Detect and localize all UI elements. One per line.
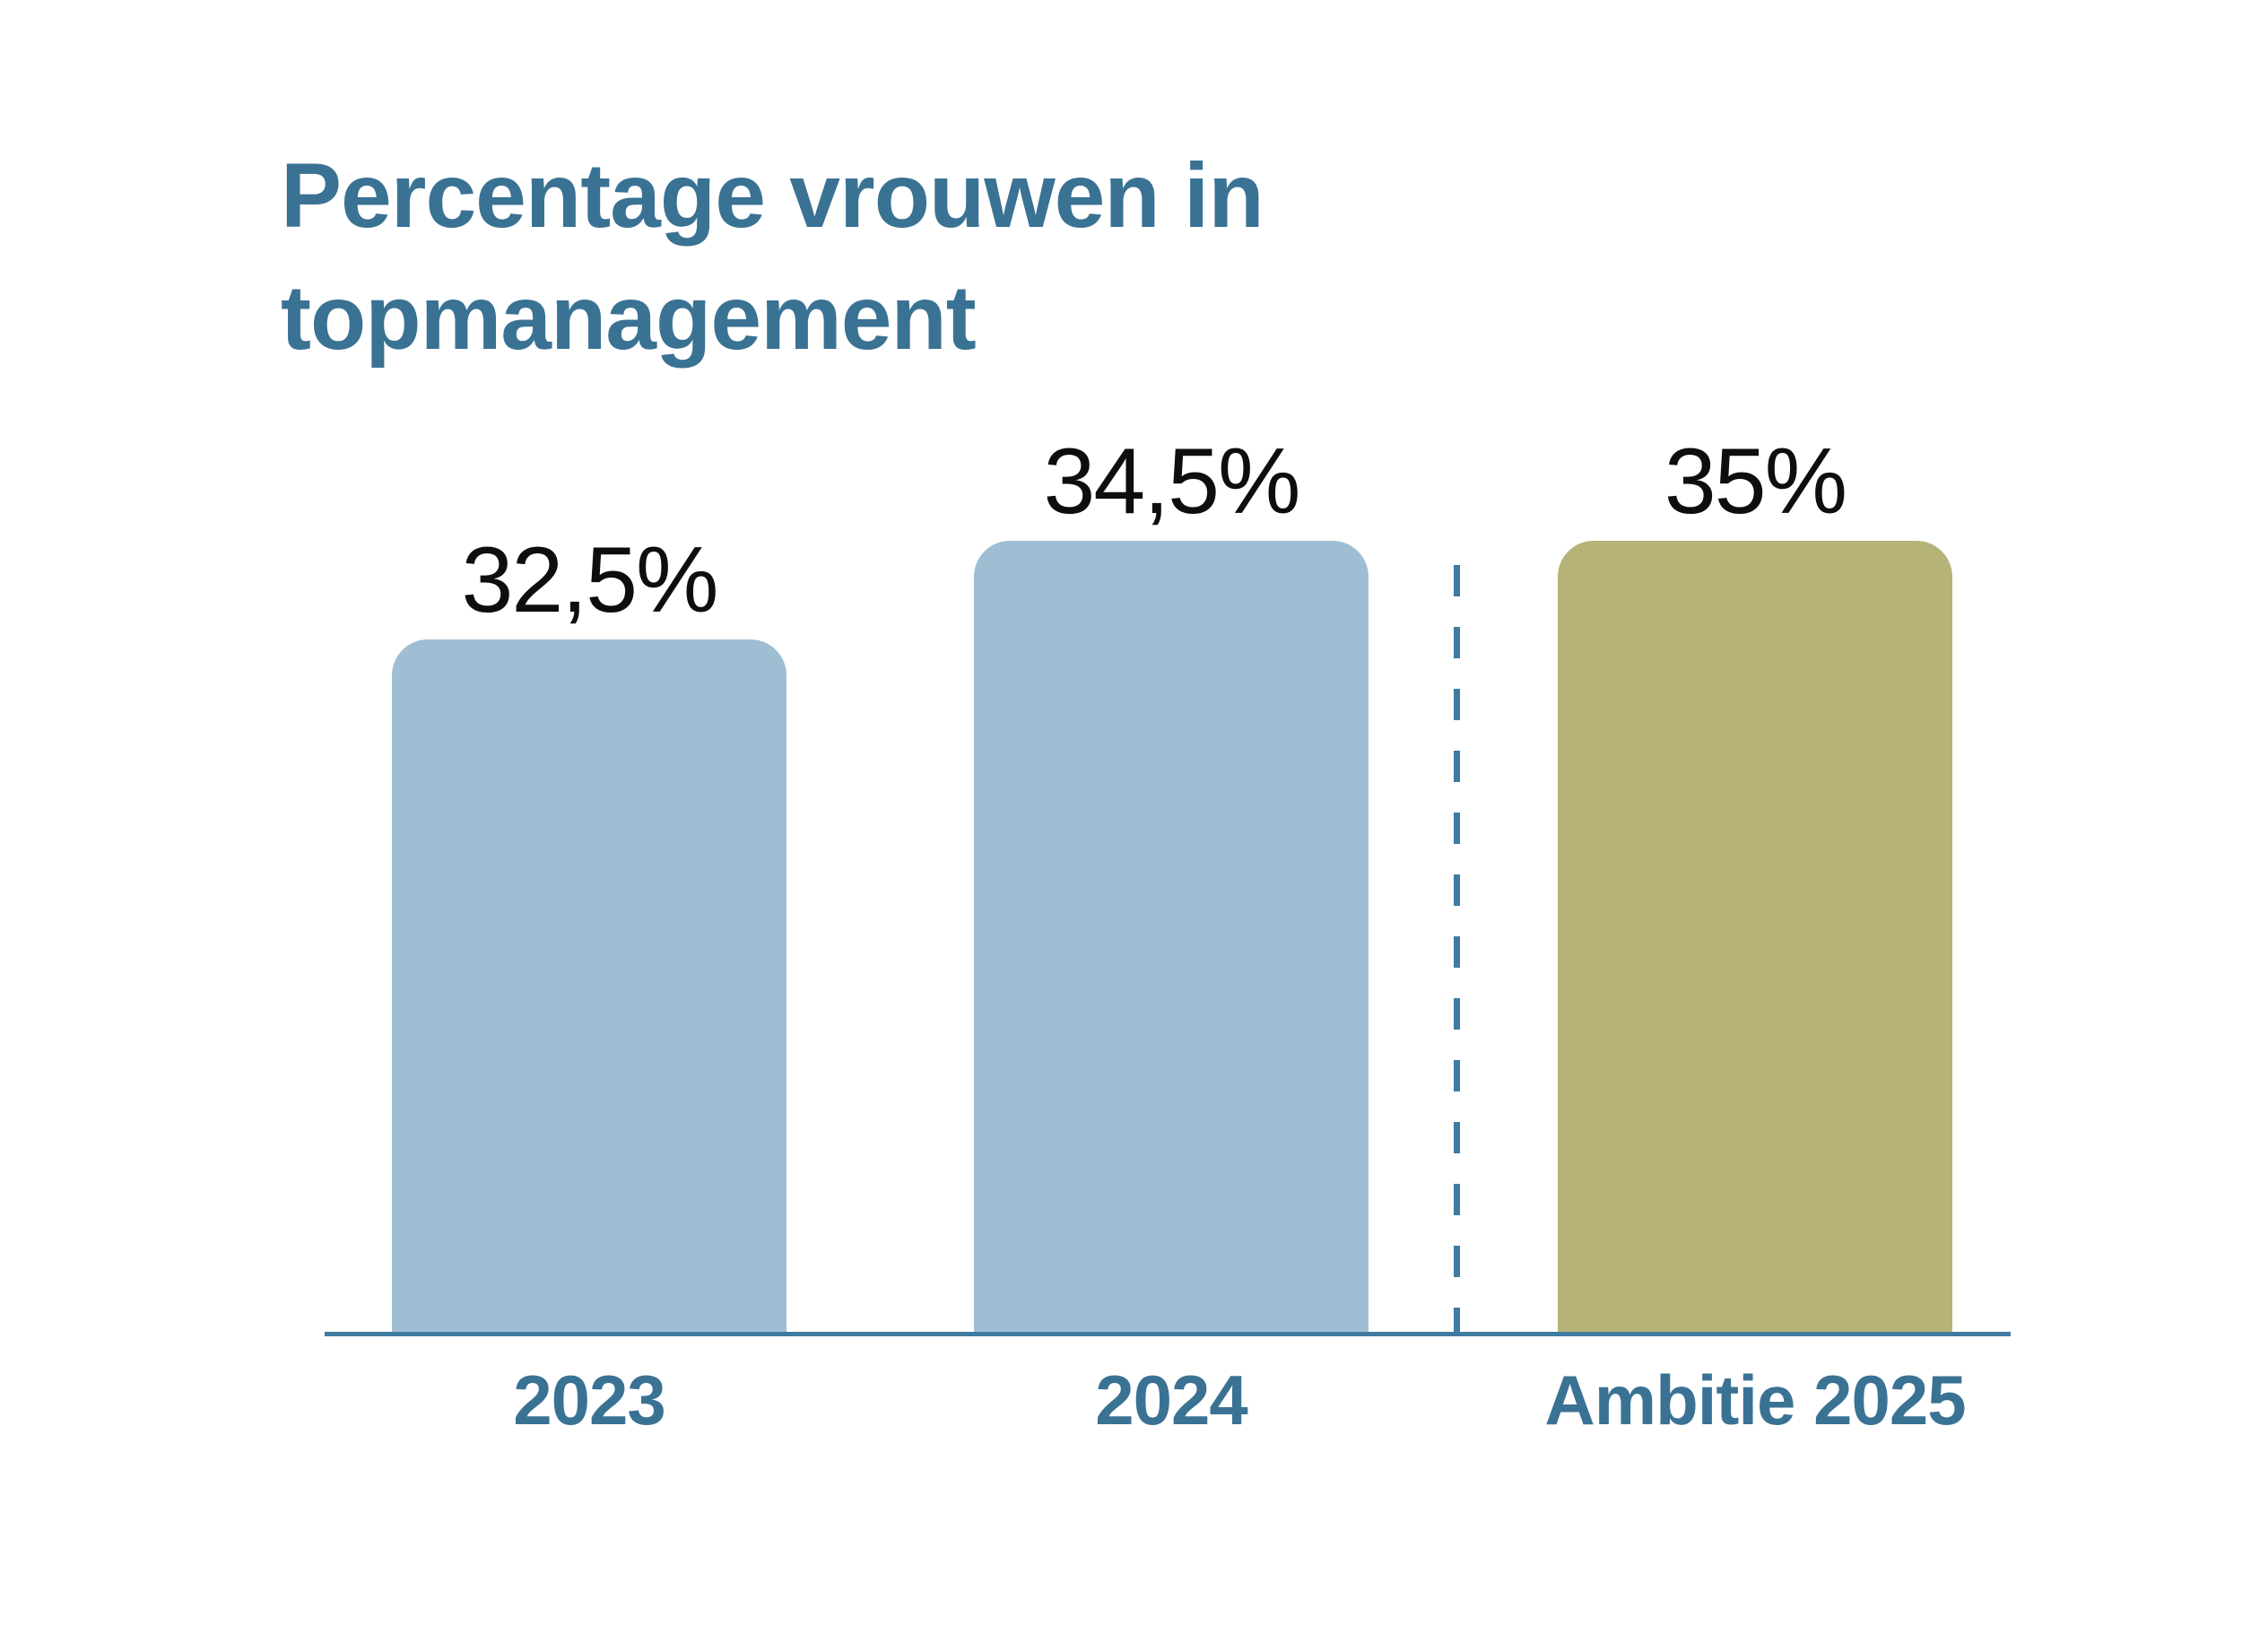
x-label-ambitie-2025: Ambitie 2025: [1544, 1361, 1966, 1439]
chart-title: Percentage vrouwen in topmanagement: [281, 135, 1626, 378]
bar-group-ambitie-2025: 35%: [1558, 429, 1952, 1333]
value-label-2023: 32,5%: [461, 528, 719, 632]
bar-group-2024: 34,5%: [974, 429, 1369, 1333]
bar-group-2023: 32,5%: [392, 527, 786, 1333]
target-separator-dashed-line: [1454, 565, 1460, 1335]
chart-title-line1: Percentage vrouwen in: [281, 144, 1264, 247]
value-label-ambitie-2025: 35%: [1664, 430, 1847, 534]
value-label-2024: 34,5%: [1043, 430, 1301, 534]
x-label-2024: 2024: [1095, 1361, 1248, 1439]
x-axis-line: [325, 1332, 2011, 1336]
x-label-2023: 2023: [513, 1361, 666, 1439]
chart-title-line2: topmanagement: [281, 266, 977, 369]
bar-2024: [974, 541, 1369, 1333]
bar-2023: [392, 639, 786, 1333]
bar-ambitie-2025: [1558, 541, 1952, 1333]
